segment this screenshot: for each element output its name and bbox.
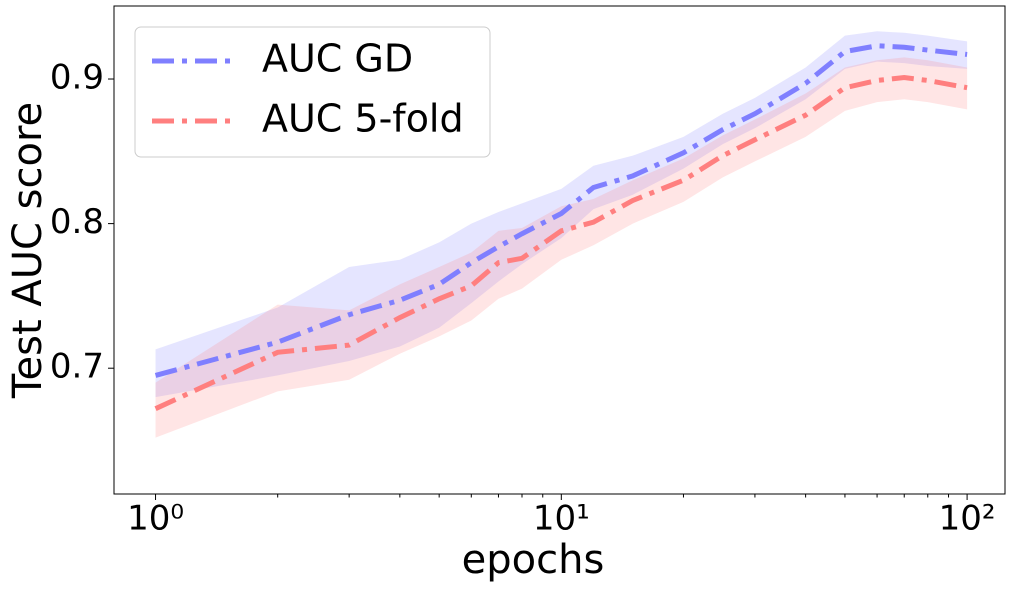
x-tick-label: 10⁰ (127, 499, 184, 539)
y-tick-label: 0.8 (50, 202, 104, 242)
legend-label: AUC GD (262, 37, 413, 81)
legend-box (134, 26, 491, 158)
x-tick-label: 10² (939, 499, 996, 539)
y-tick-label: 0.7 (50, 347, 104, 387)
x-tick-label: 10¹ (533, 499, 590, 539)
x-axis-label: epochs (462, 537, 605, 583)
plot-frame (113, 5, 1006, 495)
legend-label: AUC 5-fold (262, 97, 464, 141)
y-tick-label: 0.9 (50, 58, 104, 98)
series-line (154, 75, 968, 411)
series-line (154, 43, 968, 378)
y-axis-label: Test AUC score (5, 102, 51, 399)
